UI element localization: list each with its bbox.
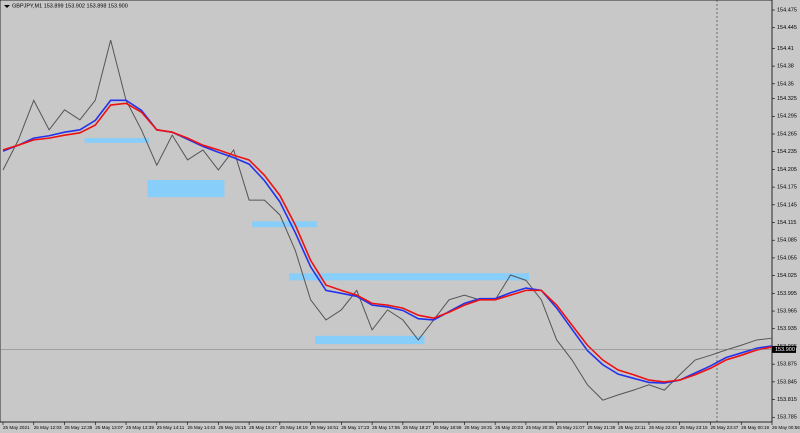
y-tick-label: 154.445	[777, 25, 797, 31]
y-tick-label: 154.205	[777, 167, 797, 173]
zone	[84, 138, 150, 143]
x-tick-label: 25 May 23:15	[680, 425, 708, 430]
y-tick-label: 154.085	[777, 238, 797, 244]
symbol-icon	[4, 5, 10, 8]
x-tick-label: 25 May 17:23	[341, 425, 369, 430]
last-price-label: 153.900	[775, 347, 795, 353]
x-tick-label: 25 May 23:47	[710, 425, 738, 430]
x-tick-label: 25 May 20:35	[526, 425, 554, 430]
y-tick-label: 154.055	[777, 255, 797, 261]
y-tick-label: 154.295	[777, 114, 797, 120]
y-tick-label: 154.38	[777, 64, 794, 70]
x-tick-label: 25 May 18:59	[434, 425, 462, 430]
x-tick-label: 25 May 15:15	[218, 425, 246, 430]
x-tick-label: 25 May 12:03	[34, 425, 62, 430]
x-tick-label: 25 May 14:11	[157, 425, 185, 430]
y-tick-label: 154.325	[777, 96, 797, 102]
y-tick-label: 154.145	[777, 202, 797, 208]
y-tick-label: 154.475	[777, 7, 797, 13]
y-tick-label: 153.875	[777, 362, 797, 368]
y-tick-label: 153.845	[777, 379, 797, 385]
x-tick-label: 25 May 22:43	[649, 425, 677, 430]
y-tick-label: 154.235	[777, 149, 797, 155]
x-tick-label: 25 May 16:51	[311, 425, 339, 430]
y-tick-label: 154.35	[777, 81, 794, 87]
x-tick-label: 26 May 00:56	[772, 425, 800, 430]
y-tick-label: 153.785	[777, 415, 797, 421]
x-tick-label: 25 May 12:35	[65, 425, 93, 430]
x-tick-label: 25 May 13:39	[126, 425, 154, 430]
x-tick-label: 25 May 22:11	[618, 425, 646, 430]
price-line	[2, 40, 773, 401]
last-price-box	[772, 345, 796, 353]
x-tick-label: 25 May 18:27	[403, 425, 431, 430]
x-tick-label: 25 May 14:43	[188, 425, 216, 430]
y-tick-label: 153.935	[777, 326, 797, 332]
y-tick-label: 154.115	[777, 220, 796, 226]
x-tick-label: 25 May 19:31	[464, 425, 492, 430]
x-tick-label: 25 May 15:47	[249, 425, 277, 430]
y-tick-label: 153.965	[777, 308, 797, 314]
y-tick-label: 154.025	[777, 273, 797, 279]
zone	[315, 335, 425, 345]
zone	[147, 180, 225, 198]
y-tick-label: 153.995	[777, 291, 797, 297]
y-tick-label: 154.175	[777, 185, 797, 191]
x-tick-label: 25 May 17:55	[372, 425, 400, 430]
moving-average	[2, 99, 773, 384]
y-tick-label: 153.815	[777, 397, 797, 403]
zone	[289, 273, 529, 281]
y-tick-label: 154.265	[777, 131, 797, 137]
plot-area	[0, 0, 773, 423]
x-tick-label: 25 May 2021	[3, 425, 30, 430]
x-tick-label: 25 May 21:07	[557, 425, 585, 430]
y-tick-label: 154.41	[777, 46, 794, 52]
x-tick-label: 25 May 16:19	[280, 425, 308, 430]
x-tick-label: 25 May 20:03	[495, 425, 523, 430]
moving-average	[2, 102, 773, 383]
x-tick-label: 25 May 13:07	[95, 425, 123, 430]
chart-title: GBPJPY,M1 153.899 153.902 153.898 153.90…	[12, 3, 128, 9]
x-tick-label: 26 May 00:19	[741, 425, 769, 430]
x-tick-label: 25 May 21:39	[587, 425, 615, 430]
